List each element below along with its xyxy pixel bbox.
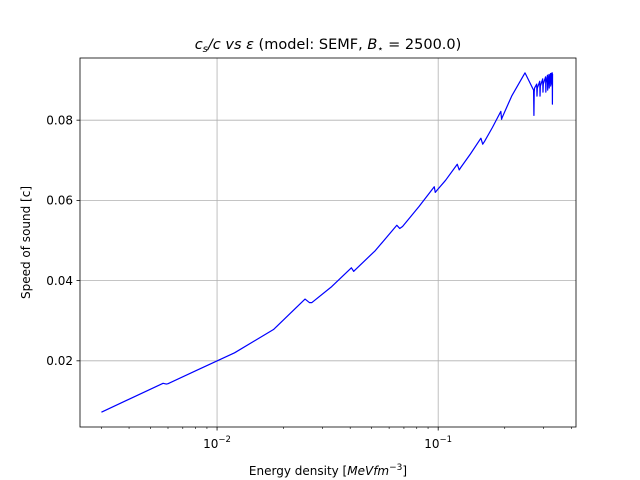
y-axis-label: Speed of sound [c]	[19, 186, 33, 299]
grid	[80, 58, 576, 427]
x-label-unit: MeVfm	[347, 464, 389, 478]
x-tick-exponent: −1	[440, 435, 453, 445]
title-b: B	[367, 37, 377, 53]
x-tick-exponent: −2	[218, 435, 231, 445]
x-label-exponent: −3	[389, 463, 402, 473]
title-value: = 2500.0)	[384, 37, 462, 53]
title-star: ⋆	[377, 44, 383, 55]
x-tick-label: 10−2	[203, 435, 231, 451]
data-layer	[101, 72, 554, 413]
y-tick-label: 0.08	[46, 113, 73, 127]
title-model: (model: SEMF,	[254, 37, 367, 53]
axis-ticks: 10−2 10−10.020.040.060.08	[46, 113, 572, 451]
chart-title: cs/c vs ε (model: SEMF, B⋆ = 2500.0)	[195, 37, 462, 55]
y-tick-label: 0.06	[46, 194, 73, 208]
x-label-prefix: Energy density [	[249, 464, 347, 478]
x-label-suffix: ]	[402, 464, 407, 478]
y-tick-label: 0.02	[46, 354, 73, 368]
x-tick-label: 10−1	[424, 435, 452, 451]
title-epsilon: ε	[246, 37, 254, 53]
title-cs: c	[195, 37, 203, 53]
title-cs-subscript: s	[203, 44, 208, 55]
x-tick-base: 10	[424, 437, 439, 451]
title-slash-c: /c vs	[206, 37, 246, 53]
x-tick-base: 10	[203, 437, 218, 451]
plot-area-frame	[79, 57, 577, 428]
y-tick-label: 0.04	[46, 274, 73, 288]
x-axis-label: Energy density [MeVfm−3]	[249, 463, 407, 478]
speed-of-sound-line	[101, 72, 554, 413]
